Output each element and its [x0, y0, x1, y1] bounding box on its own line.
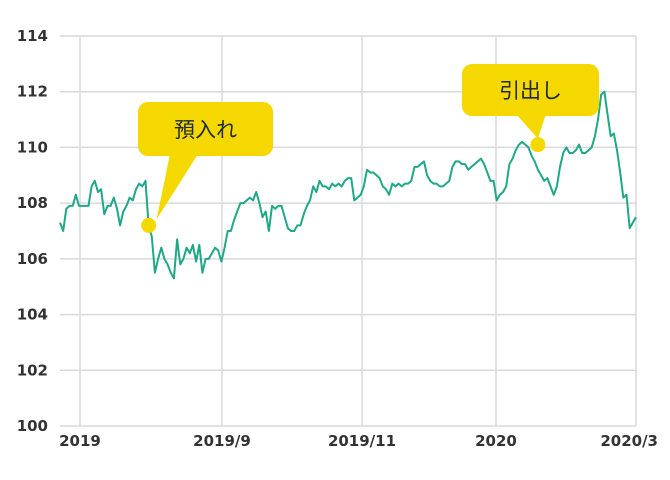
y-tick-label: 100	[17, 417, 48, 435]
y-tick-label: 112	[17, 83, 48, 101]
callout: 預入れ	[138, 102, 273, 233]
y-tick-label: 114	[17, 27, 48, 45]
callout-pointer	[156, 154, 198, 220]
y-tick-label: 102	[17, 361, 48, 379]
x-axis: 2019 2019/9 2019/11 2020 2020/3	[59, 432, 658, 450]
series-line	[59, 90, 637, 280]
callout-box	[462, 64, 599, 116]
x-tick-label: 2019	[59, 432, 101, 450]
y-tick-label: 104	[17, 306, 48, 324]
callout: 引出し	[462, 64, 599, 153]
callout-pointer	[516, 114, 546, 139]
y-axis: 100 102 104 106 108 110 112 114	[17, 27, 48, 435]
x-tick-label: 2020	[475, 432, 517, 450]
callout-label: 引出し	[499, 79, 562, 103]
event-marker	[530, 137, 546, 153]
event-marker	[141, 217, 157, 233]
x-tick-label: 2019/11	[328, 432, 396, 450]
annotations: 預入れ 引出し	[138, 64, 599, 233]
y-tick-label: 106	[17, 250, 48, 268]
x-tick-label: 2020/3	[600, 432, 658, 450]
x-tick-label: 2019/9	[193, 432, 251, 450]
y-tick-label: 108	[17, 194, 48, 212]
y-tick-label: 110	[17, 138, 48, 156]
callout-label: 預入れ	[174, 118, 237, 142]
callout-box	[138, 102, 273, 156]
